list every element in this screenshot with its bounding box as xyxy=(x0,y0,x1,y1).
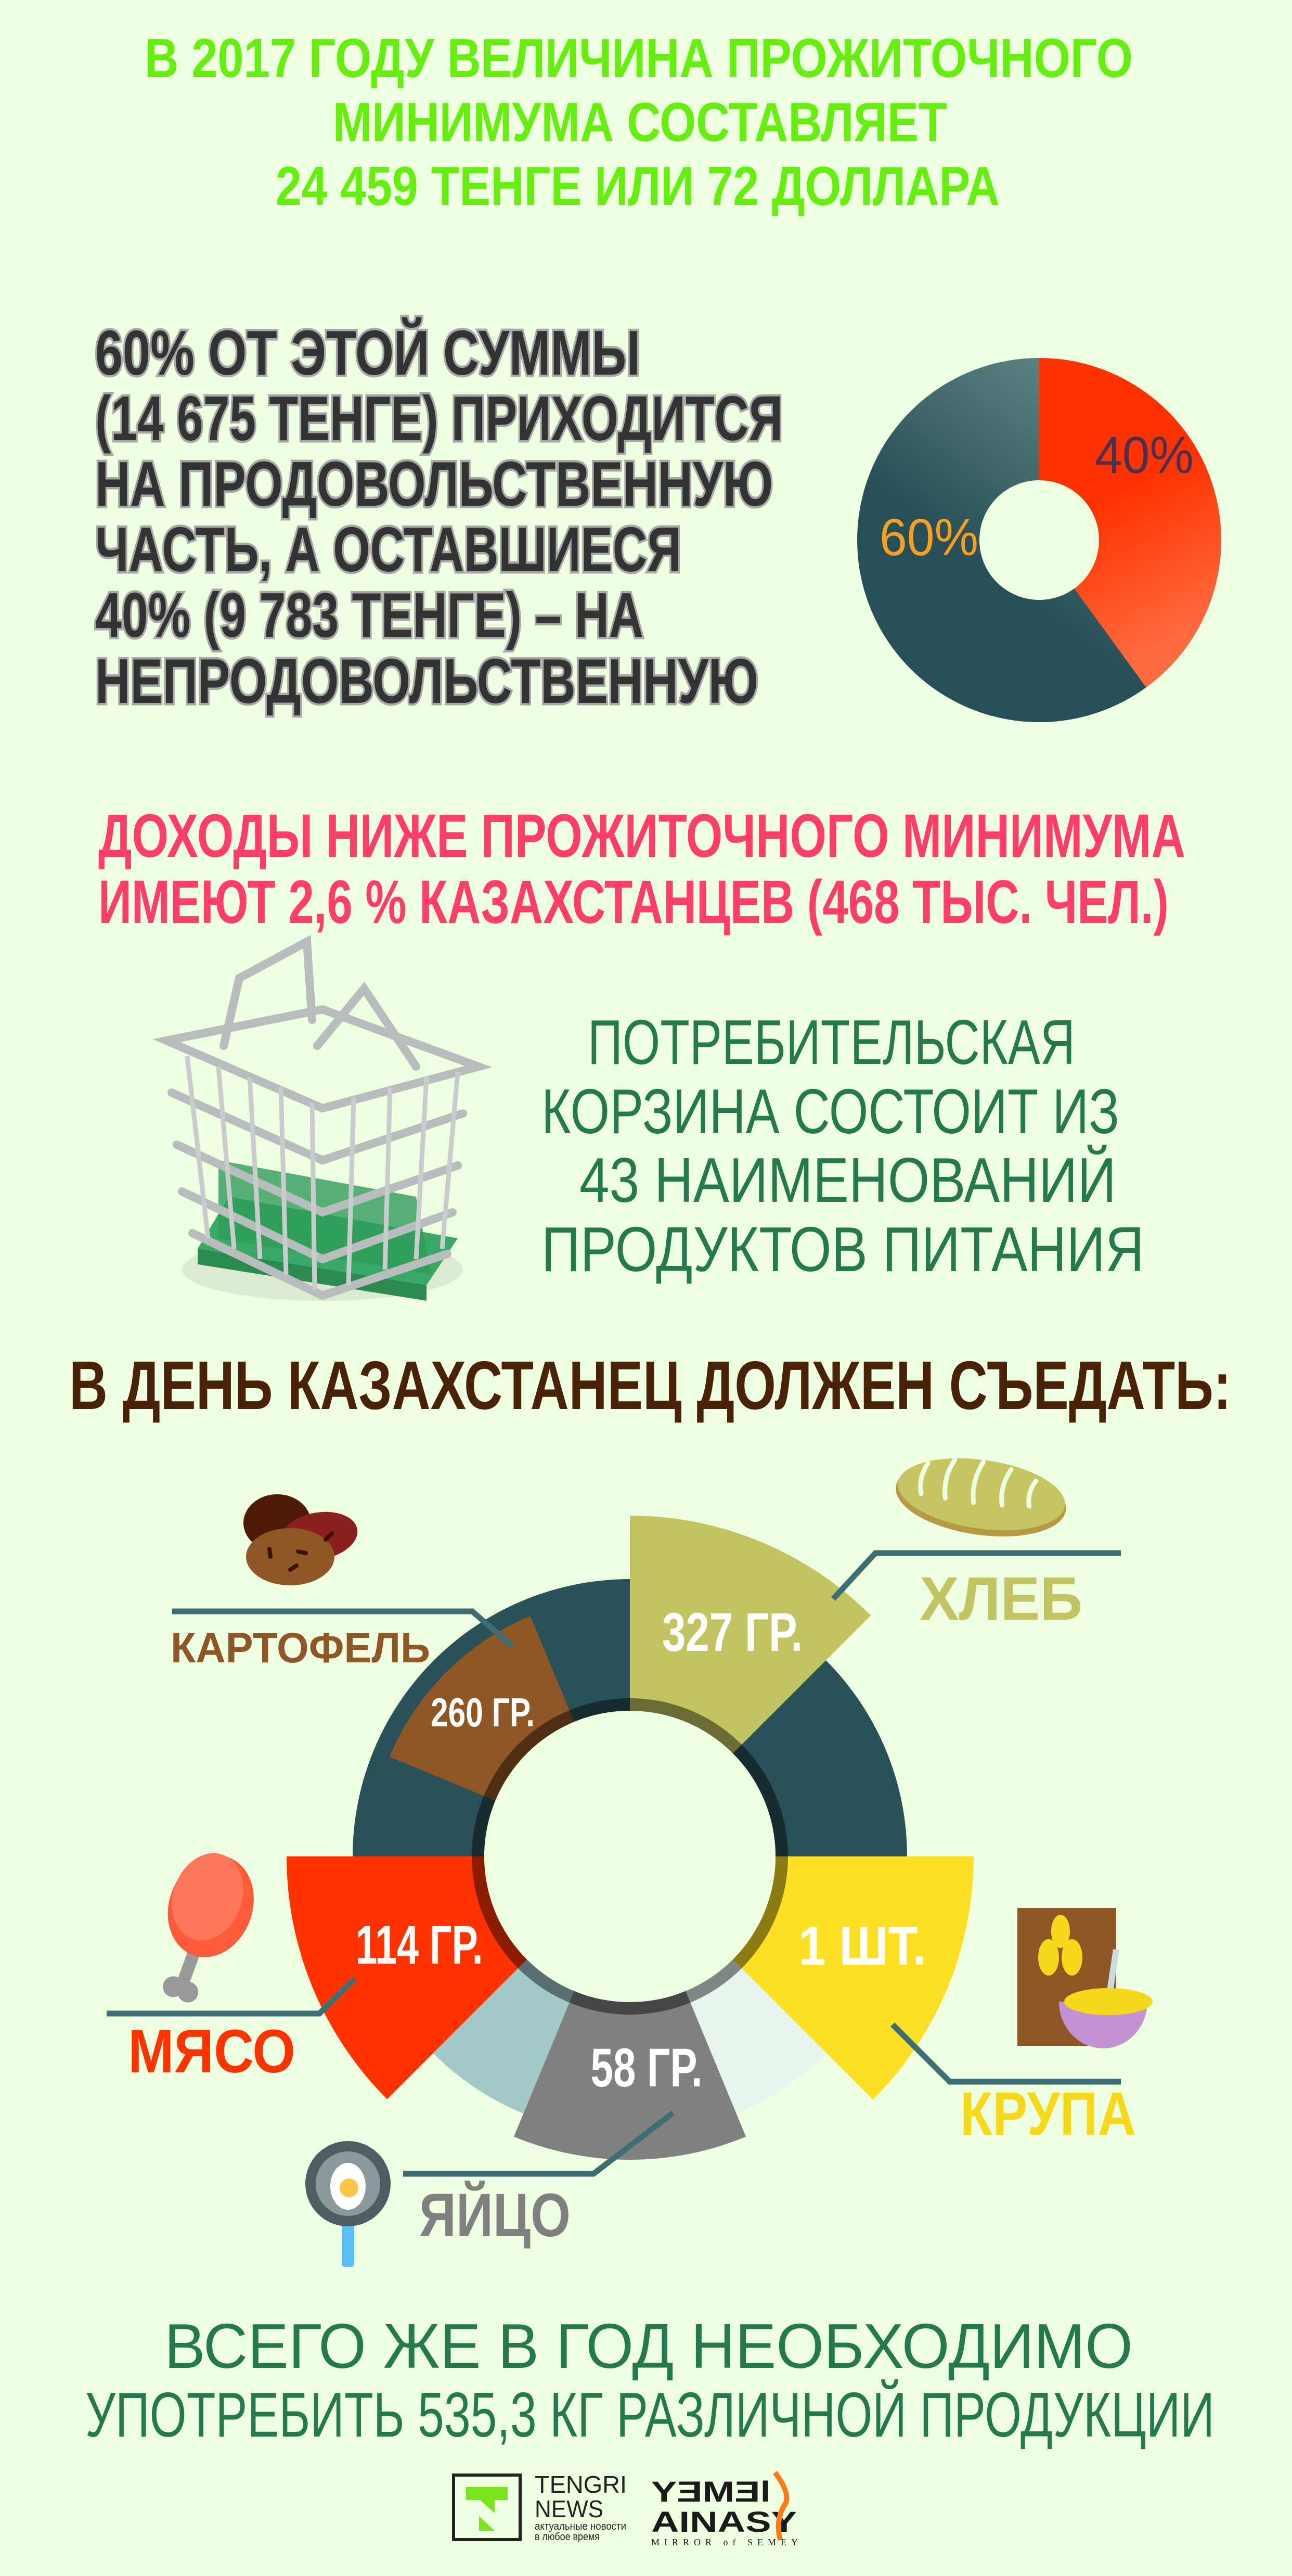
basket-line-2: КОРЗИНА СОСТОИТ ИЗ xyxy=(541,1076,1119,1147)
headline-line-2: МИНИМУМА СОСТАВЛЯЕТ xyxy=(333,92,947,153)
split-line-4: ЧАСТЬ, А ОСТАВШИЕСЯ xyxy=(95,514,681,585)
headline-line-3: 24 459 ТЕНГЕ ИЛИ 72 ДОЛЛАРА xyxy=(276,156,1000,217)
amount-grain: 58 ГР. xyxy=(591,2037,703,2098)
bread-icon xyxy=(896,1457,1066,1536)
ring-spacer-right xyxy=(686,1959,827,2114)
total-line-1: ВСЕГО ЖЕ В ГОД НЕОБХОДИМО xyxy=(164,2311,1133,2381)
semey-tagline: MIRROR of SEMEY xyxy=(651,2537,798,2547)
potato-icon xyxy=(243,1494,358,1585)
donut-label-food: 60% xyxy=(880,508,978,567)
basket-line-3: 43 НАИМЕНОВАНИЙ xyxy=(579,1144,1116,1215)
semey-line-2: AINASY xyxy=(651,2505,797,2538)
label-meat: МЯСО xyxy=(128,2017,295,2086)
daily-intake-diagram: 327 ГР. 260 ГР. 114 ГР. 1 ШТ. 58 ГР. xyxy=(287,1516,974,2160)
cereal-bowl-icon xyxy=(1017,1908,1153,2048)
label-egg: ЯЙЦО xyxy=(419,2180,571,2250)
daily-title: В ДЕНЬ КАЗАХСТАНЕЦ ДОЛЖЕН СЪЕДАТЬ: xyxy=(69,1347,1231,1424)
tengri-line-2: NEWS xyxy=(535,2495,603,2522)
poverty-text: ДОХОДЫ НИЖЕ ПРОЖИТОЧНОГО МИНИМУМА ИМЕЮТ … xyxy=(98,802,1185,937)
headline: В 2017 ГОДУ ВЕЛИЧИНА ПРОЖИТОЧНОГО МИНИМУ… xyxy=(145,28,1133,217)
ring-hole xyxy=(484,1711,776,2002)
mirror-of-semey-logo: YƎMƎl AINASY MIRROR of SEMEY xyxy=(651,2471,798,2547)
split-line-1: 60% ОТ ЭТОЙ СУММЫ xyxy=(95,317,640,388)
sector-egg xyxy=(513,1991,746,2160)
connectors xyxy=(107,1550,1121,2177)
amount-bread: 327 ГР. xyxy=(662,1602,803,1663)
semey-line-1: YƎMƎl xyxy=(651,2475,771,2508)
poverty-line-2: ИМЕЮТ 2,6 % КАЗАХСТАНЦЕВ (468 ТЫС. ЧЕЛ.) xyxy=(98,868,1169,937)
amount-egg: 1 ШТ. xyxy=(799,1916,926,1977)
split-line-3: НА ПРОДОВОЛЬСТВЕННУЮ xyxy=(95,448,773,519)
ring-spacer-left xyxy=(433,1959,574,2114)
drumstick-icon xyxy=(163,1853,254,2003)
tengri-tagline-1: актуальные новости xyxy=(535,2521,626,2532)
split-line-2: (14 675 ТЕНГЕ) ПРИХОДИТСЯ xyxy=(95,383,783,454)
amount-meat: 114 ГР. xyxy=(356,1915,483,1976)
food-labels: ХЛЕБ КАРТОФЕЛЬ МЯСО ЯЙЦО КРУПА xyxy=(128,1565,1136,2250)
budget-donut-chart: 60% 40% xyxy=(857,358,1221,722)
shopping-basket-icon xyxy=(152,935,493,1301)
donut-label-nonfood: 40% xyxy=(1095,426,1194,484)
split-line-6: НЕПРОДОВОЛЬСТВЕННУЮ xyxy=(95,646,758,716)
split-line-5: 40% (9 783 ТЕНГЕ) – НА xyxy=(95,580,643,650)
tengri-news-logo: TENGRI NEWS актуальные новости в любое в… xyxy=(452,2471,627,2543)
sector-potato xyxy=(390,1616,574,1801)
basket-text: ПОТРЕБИТЕЛЬСКАЯ КОРЗИНА СОСТОИТ ИЗ 43 НА… xyxy=(541,1007,1144,1285)
egg-connector xyxy=(403,2110,675,2177)
meat-connector xyxy=(107,1977,357,2017)
sector-grain xyxy=(732,1856,974,2100)
label-grain: КРУПА xyxy=(960,2080,1136,2148)
label-bread: ХЛЕБ xyxy=(920,1565,1082,1633)
bread-connector xyxy=(831,1550,1121,1601)
potato-connector xyxy=(172,1608,514,1649)
amount-potato: 260 ГР. xyxy=(431,1689,535,1735)
headline-line-1: В 2017 ГОДУ ВЕЛИЧИНА ПРОЖИТОЧНОГО xyxy=(145,28,1133,89)
total-line-2: УПОТРЕБИТЬ 535,3 КГ РАЗЛИЧНОЙ ПРОДУКЦИИ xyxy=(85,2379,1215,2450)
sector-bread xyxy=(630,1516,871,1754)
label-potato: КАРТОФЕЛЬ xyxy=(171,1624,430,1672)
tengri-tagline-2: в любое время xyxy=(535,2531,600,2543)
tengri-line-1: TENGRI xyxy=(535,2471,627,2498)
grain-connector xyxy=(890,2022,1121,2085)
sector-meat xyxy=(287,1856,527,2099)
donut-slice-nonfood xyxy=(1039,358,1221,688)
food-split-text: 60% ОТ ЭТОЙ СУММЫ (14 675 ТЕНГЕ) ПРИХОДИ… xyxy=(93,315,785,719)
total-text: ВСЕГО ЖЕ В ГОД НЕОБХОДИМО УПОТРЕБИТЬ 535… xyxy=(85,2311,1215,2450)
donut-slice-food xyxy=(857,358,1146,722)
basket-line-1: ПОТРЕБИТЕЛЬСКАЯ xyxy=(588,1007,1075,1078)
basket-line-4: ПРОДУКТОВ ПИТАНИЯ xyxy=(541,1214,1144,1285)
fried-egg-pan-icon xyxy=(305,2141,391,2267)
poverty-line-1: ДОХОДЫ НИЖЕ ПРОЖИТОЧНОГО МИНИМУМА xyxy=(98,802,1185,870)
